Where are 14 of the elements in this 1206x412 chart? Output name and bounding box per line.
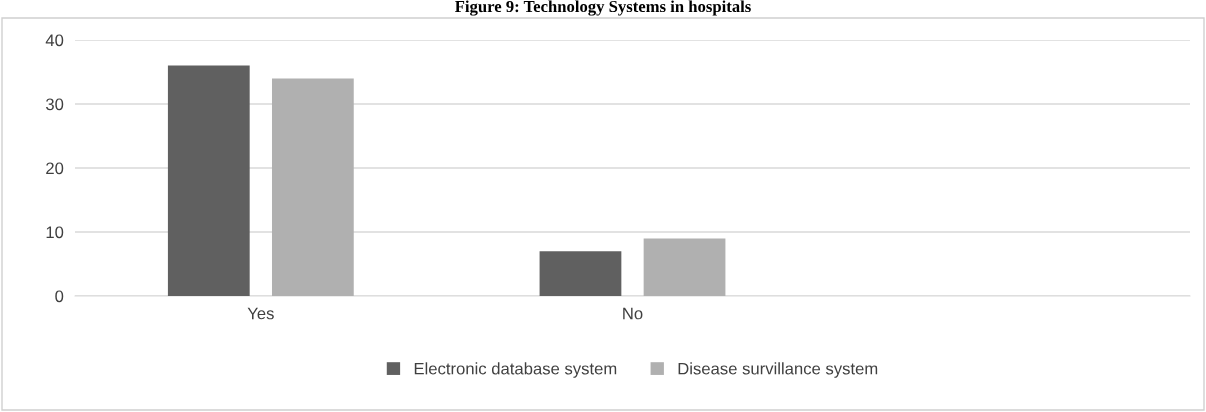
y-tick-label: 10 xyxy=(46,226,64,239)
y-tick-label: 40 xyxy=(45,34,64,47)
legend-label: Disease survillance system xyxy=(678,362,878,378)
legend-label: Electronic database system xyxy=(414,362,617,378)
bar xyxy=(643,238,726,296)
x-tick-label: No xyxy=(623,307,643,320)
bar xyxy=(271,78,354,296)
bar xyxy=(167,65,250,296)
x-tick-label: Yes xyxy=(247,307,274,320)
y-tick-label: 0 xyxy=(55,290,64,303)
chart-title: Figure 9: Technology Systems in hospitals xyxy=(455,0,751,16)
y-tick-label: 30 xyxy=(45,98,64,111)
y-tick-label: 20 xyxy=(46,162,64,175)
bar xyxy=(539,251,622,296)
